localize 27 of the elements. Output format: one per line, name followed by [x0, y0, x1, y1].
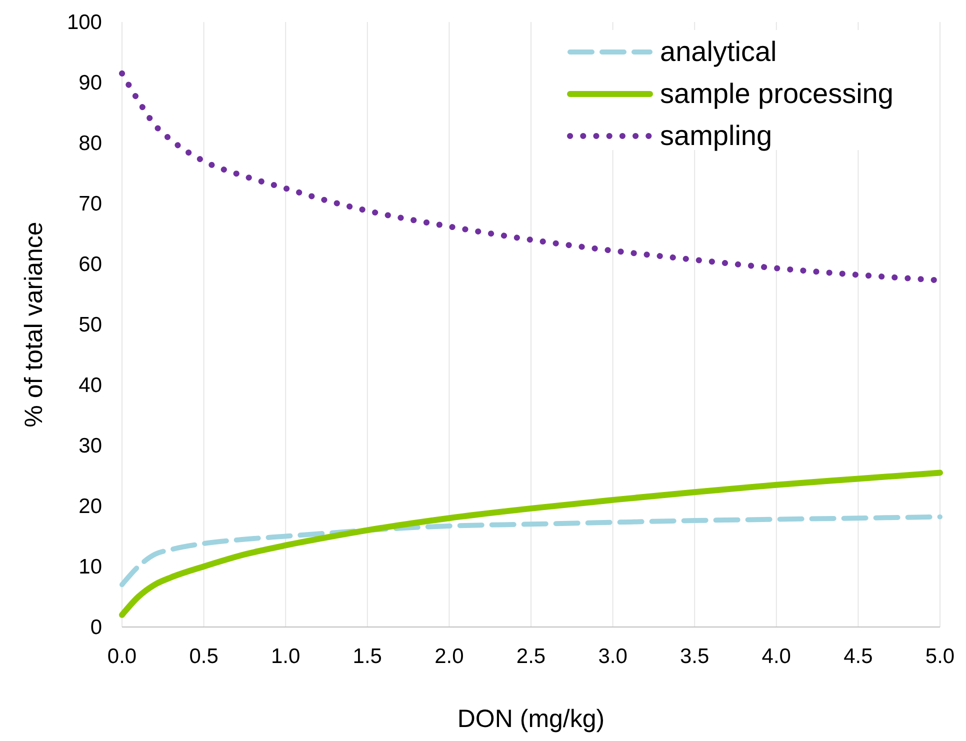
x-tick-label: 1.5: [352, 645, 382, 668]
legend-label: sample processing: [660, 78, 894, 109]
y-tick-label: 70: [78, 192, 102, 216]
y-axis-title: % of total variance: [20, 222, 48, 428]
x-tick-label: 1.0: [271, 645, 300, 668]
y-tick-label: 10: [78, 556, 102, 578]
legend-label: analytical: [660, 36, 777, 67]
x-tick-label: 0.0: [107, 645, 137, 668]
y-tick-label: 20: [78, 495, 102, 518]
x-tick-label: 3.5: [680, 645, 710, 668]
x-tick-label: 2.5: [516, 645, 546, 668]
y-tick-label: 50: [78, 314, 102, 336]
y-tick-label: 100: [66, 11, 102, 34]
x-axis-title: DON (mg/kg): [457, 705, 605, 733]
x-tick-label: 2.0: [434, 645, 464, 668]
x-tick-label: 0.5: [189, 645, 218, 668]
x-tick-label: 5.0: [925, 645, 955, 668]
y-tick-label: 40: [78, 374, 102, 397]
y-tick-label: 90: [78, 72, 102, 94]
legend-label: sampling: [660, 120, 772, 151]
y-tick-label: 60: [78, 253, 102, 276]
y-tick-label: 0: [90, 616, 102, 639]
x-tick-label: 4.5: [844, 645, 873, 668]
x-tick-label: 3.0: [598, 645, 628, 668]
x-tick-label: 4.0: [762, 645, 791, 668]
y-tick-label: 80: [78, 132, 102, 155]
y-tick-label: 30: [78, 434, 102, 458]
